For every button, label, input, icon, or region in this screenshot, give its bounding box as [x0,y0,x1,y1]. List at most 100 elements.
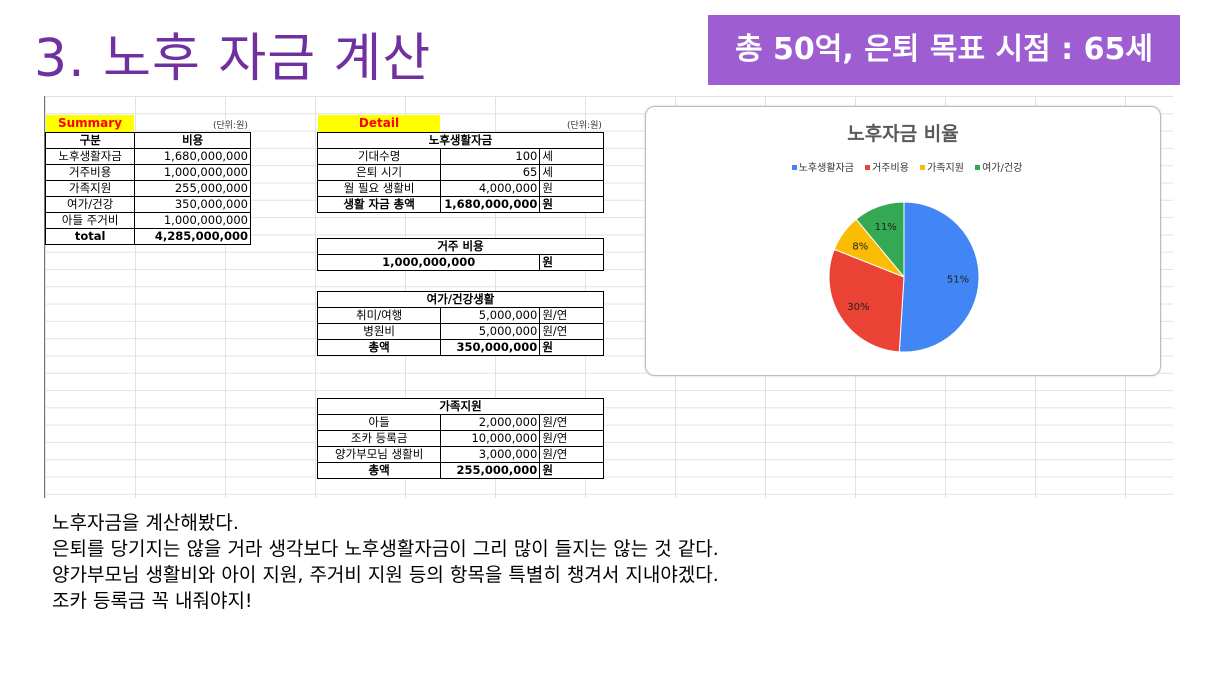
row-value: 5,000,000 [440,323,541,340]
row-value: 4,000,000 [440,180,541,197]
table-row: 가족지원 [317,398,604,415]
total-row: total 4,285,000,000 [45,228,251,245]
total-value: 4,285,000,000 [134,228,251,245]
spreadsheet: Summary (단위:원) 구분 비용 노후생활자금 1,680,000,000… [44,96,1173,498]
total-unit: 원 [539,339,604,356]
pie-chart: 51% 30% 8% 11% [828,201,980,353]
table-row: 아들 주거비 1,000,000,000 [45,212,251,229]
legend-entry: 가족지원 [927,163,964,174]
leisure-table: 여가/건강생활 취미/여행 5,000,000 원/연 병원비 5,000,000 원/… [316,291,604,356]
row-value: 255,000,000 [134,180,251,197]
total-unit: 원 [539,462,604,479]
slice-label-2: 30% [847,302,869,313]
note-line: 조카 등록금 꼭 내줘야지! [52,590,253,612]
total-row: 1,000,000,000 원 [316,254,604,271]
row-unit: 원/연 [539,446,604,463]
row-value: 1,000,000,000 [134,164,251,181]
row-label: 월 필요 생활비 [316,180,442,197]
pie-slice-2 [828,248,905,353]
note-line: 은퇴를 당기지는 않을 거라 생각보다 노후생활자금이 그리 많이 들지는 않는… [52,538,719,560]
chart-title: 노후자금 비율 [847,123,959,145]
row-unit: 세 [539,148,604,165]
legend-swatch [975,165,981,170]
total-unit: 원 [539,196,604,213]
legend-entry: 여가/건강 [982,163,1023,174]
row-label: 노후생활자금 [45,148,136,165]
note-line: 노후자금을 계산해봤다. [52,512,239,534]
row-label: 아들 주거비 [45,212,136,229]
slice-label-4: 11% [875,222,897,233]
table-title: 노후생활자금 [317,132,604,149]
table-row: 기대수명 100 세 [316,148,604,165]
column-header: 비용 [134,132,251,149]
table-row: 노후생활자금 [317,132,604,149]
pie-slice-4 [855,201,905,279]
table-row: 거주 비용 [317,238,604,255]
row-unit: 세 [539,164,604,181]
table-title: 거주 비용 [317,238,604,255]
table-row: 월 필요 생활비 4,000,000 원 [316,180,604,197]
table-row: 아들 2,000,000 원/연 [316,414,604,431]
pie-chart-card: 노후자금 비율 노후생활자금 거주비용 가족지원 여가/건강 51% 30% 8% 1… [645,106,1161,376]
slice-label-3: 8% [852,241,868,252]
row-label: 조카 등록금 [316,430,442,447]
legend-swatch [865,165,871,170]
table-title: 가족지원 [317,398,604,415]
chart-legend: 노후생활자금 거주비용 가족지원 여가/건강 [646,159,1160,174]
row-label: 취미/여행 [316,307,442,324]
summary-header: Summary [46,115,134,132]
table-row: 취미/여행 5,000,000 원/연 [316,307,604,324]
total-row: 총액 350,000,000 원 [316,339,604,356]
column-header: 구분 [45,132,136,149]
total-label: total [45,228,136,245]
row-value: 1,680,000,000 [134,148,251,165]
table-row: 여가/건강 350,000,000 [45,196,251,213]
living-fund-table: 노후생활자금 기대수명 100 세 은퇴 시기 65 세 월 필요 생활비 4,000,0… [316,132,604,213]
note-line: 양가부모님 생활비와 아이 지원, 주거비 지원 등의 항목을 특별히 챙겨서 … [52,564,719,586]
legend-entry: 거주비용 [872,163,909,174]
table-row: 은퇴 시기 65 세 [316,164,604,181]
row-label: 거주비용 [45,164,136,181]
row-value: 100 [440,148,541,165]
table-row: 거주비용 1,000,000,000 [45,164,251,181]
slice-label-1: 51% [947,275,969,286]
legend-swatch [920,165,926,170]
table-row: 구분 비용 [45,132,251,149]
row-label: 가족지원 [45,180,136,197]
detail-unit: (단위:원) [567,121,602,131]
row-value: 2,000,000 [440,414,541,431]
pie-slice-1 [898,201,980,353]
legend-swatch [791,165,797,170]
table-title: 여가/건강생활 [317,291,604,308]
row-value: 1,000,000,000 [134,212,251,229]
row-label: 병원비 [316,323,442,340]
table-row: 병원비 5,000,000 원/연 [316,323,604,340]
row-unit: 원/연 [539,323,604,340]
table-row: 노후생활자금 1,680,000,000 [45,148,251,165]
row-label: 여가/건강 [45,196,136,213]
total-label: 총액 [316,339,442,356]
total-row: 총액 255,000,000 원 [316,462,604,479]
row-unit: 원 [539,180,604,197]
total-value: 1,000,000,000 [316,254,541,271]
total-value: 1,680,000,000 [440,196,541,213]
total-value: 350,000,000 [440,339,541,356]
row-unit: 원/연 [539,414,604,431]
page-title: 3. 노후 자금 계산 [34,29,432,89]
housing-table: 거주 비용 1,000,000,000 원 [316,238,604,271]
row-label: 기대수명 [316,148,442,165]
summary-table: 구분 비용 노후생활자금 1,680,000,000 거주비용 1,000,000,… [45,132,251,245]
total-value: 255,000,000 [440,462,541,479]
row-value: 3,000,000 [440,446,541,463]
row-unit: 원/연 [539,430,604,447]
table-row: 조카 등록금 10,000,000 원/연 [316,430,604,447]
row-unit: 원/연 [539,307,604,324]
legend-entry: 노후생활자금 [798,163,854,174]
table-row: 가족지원 255,000,000 [45,180,251,197]
row-value: 5,000,000 [440,307,541,324]
row-value: 10,000,000 [440,430,541,447]
notes: 노후자금을 계산해봤다. 은퇴를 당기지는 않을 거라 생각보다 노후생활자금이… [52,510,719,614]
total-label: 생활 자금 총액 [316,196,442,213]
table-row: 여가/건강생활 [317,291,604,308]
total-unit: 원 [539,254,604,271]
